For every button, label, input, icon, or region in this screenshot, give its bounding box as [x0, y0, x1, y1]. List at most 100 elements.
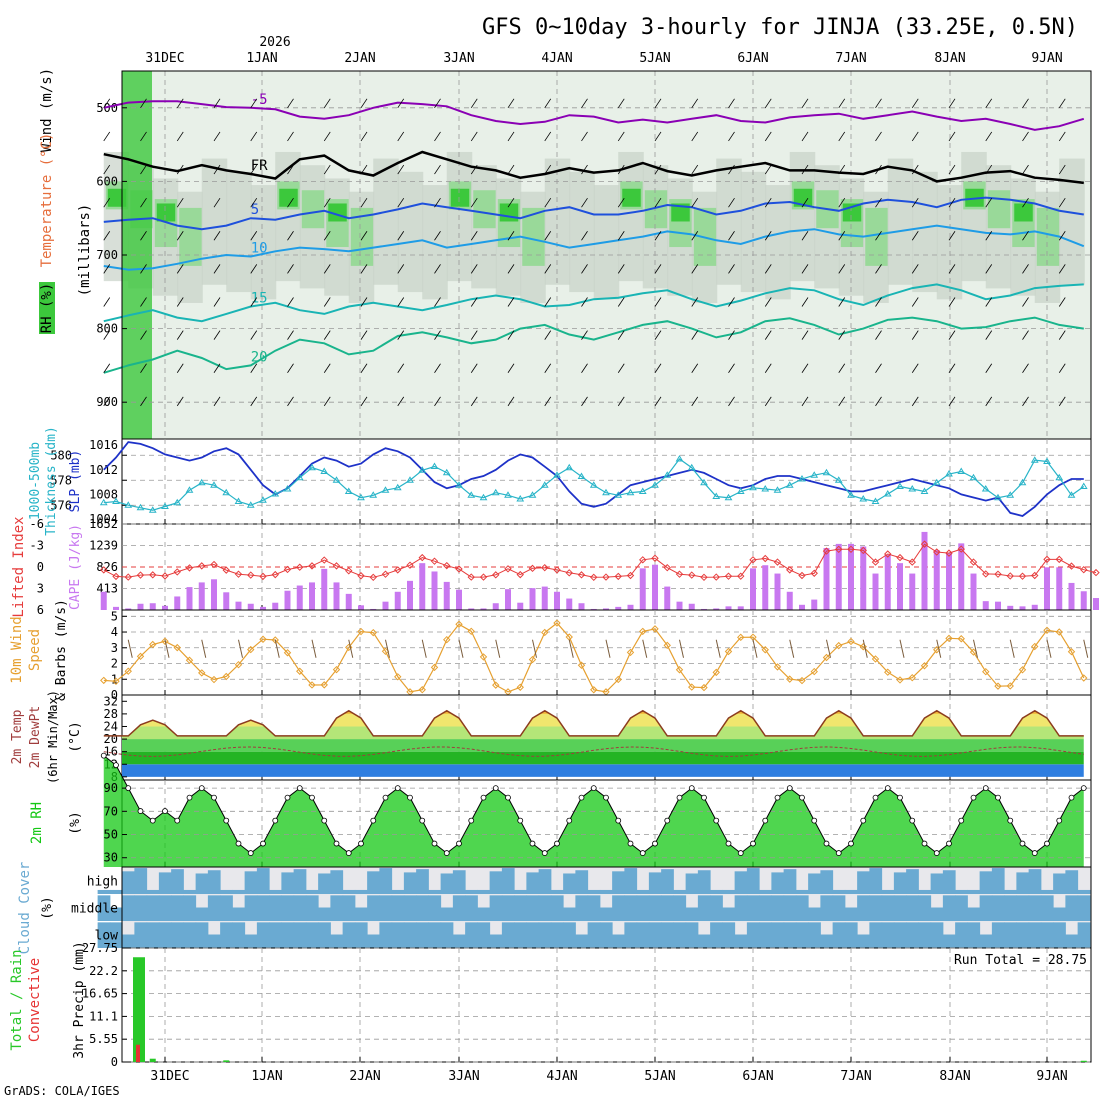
wind-speed-marker [896, 676, 904, 684]
rh-shading [987, 190, 1011, 229]
cloud-cell [661, 922, 674, 948]
y-axis-label: Temperature (°C) [39, 133, 55, 268]
y-tick-label: 22.2 [89, 964, 118, 978]
cloud-cell [661, 895, 674, 921]
y-axis-label: RH (%) [39, 283, 55, 334]
cloud-cell [1053, 907, 1066, 921]
wind-speed-marker [871, 655, 880, 663]
wind-barb [213, 330, 221, 340]
wind-barb [1022, 264, 1029, 274]
cloud-cell [893, 872, 907, 894]
wind-barb [507, 330, 515, 340]
thickness-marker [589, 481, 598, 488]
wind-barb [421, 639, 427, 658]
wind-barb [899, 639, 905, 658]
cape-bar [566, 598, 573, 610]
cloud-cell [207, 870, 221, 894]
bottom-date-label: 1JAN [251, 1069, 282, 1084]
rh2m-marker [995, 794, 1001, 801]
y-axis-label-line: Thickness (dm) [44, 426, 59, 536]
cloud-cell [808, 907, 821, 921]
wind-barb [323, 164, 331, 175]
wind-barb [948, 131, 956, 142]
cloud-cell [734, 871, 748, 894]
cloud-cell [746, 895, 760, 921]
cape-bar [333, 582, 340, 610]
cape-bar [431, 571, 438, 610]
cape-bar [370, 608, 377, 610]
wind-barb [728, 231, 735, 241]
bottom-date-label: 5JAN [644, 1069, 675, 1084]
cape-bar [407, 580, 413, 610]
li-marker [957, 545, 965, 553]
rh-shading [522, 207, 545, 266]
wind-barb [862, 639, 868, 658]
cloud-cell [489, 871, 503, 894]
cloud-cell [330, 895, 344, 921]
wind-barb [948, 363, 956, 373]
y-axis-label: (6hr Min/Max) [46, 690, 60, 784]
rh2m-marker [382, 794, 389, 801]
thickness-marker [124, 501, 133, 508]
cape-bar [113, 606, 119, 610]
wind-barb [176, 396, 184, 407]
wind-barb [250, 264, 258, 274]
cape-bar [652, 564, 658, 610]
wind-speed-marker [198, 669, 206, 677]
wind-barb [397, 131, 405, 142]
wind-barb [911, 330, 919, 340]
wind-barb [127, 639, 133, 658]
li-marker [283, 565, 292, 574]
cloud-cell [624, 868, 638, 894]
cape-bar [578, 603, 585, 610]
wind-barb [397, 231, 405, 241]
cloud-cell [624, 895, 638, 921]
wind-barb [642, 639, 648, 658]
wind-barb [728, 164, 735, 175]
rh-shading [644, 190, 668, 229]
rh-shading [201, 158, 228, 285]
y-tick-label: 90 [104, 781, 118, 795]
wind-barb [826, 639, 831, 658]
wind-barb [1058, 396, 1066, 407]
rh2m-marker [321, 817, 328, 824]
y-axis-label: (%) [40, 896, 55, 919]
wind-speed-marker [663, 641, 671, 650]
wind-speed-marker [822, 653, 831, 662]
cloud-cell [379, 868, 393, 894]
cloud-cell [109, 889, 123, 894]
wind-barb [1058, 197, 1066, 208]
wind-barb [397, 396, 405, 407]
cloud-cell [501, 868, 515, 894]
wind-barb [1022, 396, 1029, 407]
cape-bar [970, 573, 977, 610]
wind-speed-marker [810, 667, 818, 676]
rh2m-marker [186, 794, 193, 801]
wind-barb [568, 639, 574, 658]
rh2m-marker [1031, 850, 1038, 856]
thickness-marker [234, 497, 243, 504]
wind-barb [838, 396, 846, 407]
wind-barb [103, 164, 111, 175]
wind-barb [140, 164, 147, 175]
cape-bar [260, 606, 266, 610]
cloud-cell [1065, 934, 1079, 948]
wind-barb [470, 396, 478, 407]
cloud-cell [477, 922, 491, 948]
wind-barb [176, 164, 184, 175]
rh2m-marker [284, 794, 291, 801]
wind-speed-marker [222, 672, 230, 681]
thickness-marker [1043, 457, 1051, 464]
rh2m-marker [1056, 817, 1063, 824]
wind-speed-marker [296, 667, 304, 675]
wind-speed-marker [271, 636, 279, 644]
li-marker [308, 562, 316, 570]
wind-barb [360, 164, 368, 175]
cape-bar [554, 591, 560, 610]
cloud-cell [1053, 873, 1066, 894]
cloud-cell [379, 922, 393, 948]
precip-total-bar [133, 957, 145, 1062]
li-marker [626, 571, 635, 580]
rh2m-marker [456, 840, 462, 847]
rh2m-marker [247, 850, 254, 856]
